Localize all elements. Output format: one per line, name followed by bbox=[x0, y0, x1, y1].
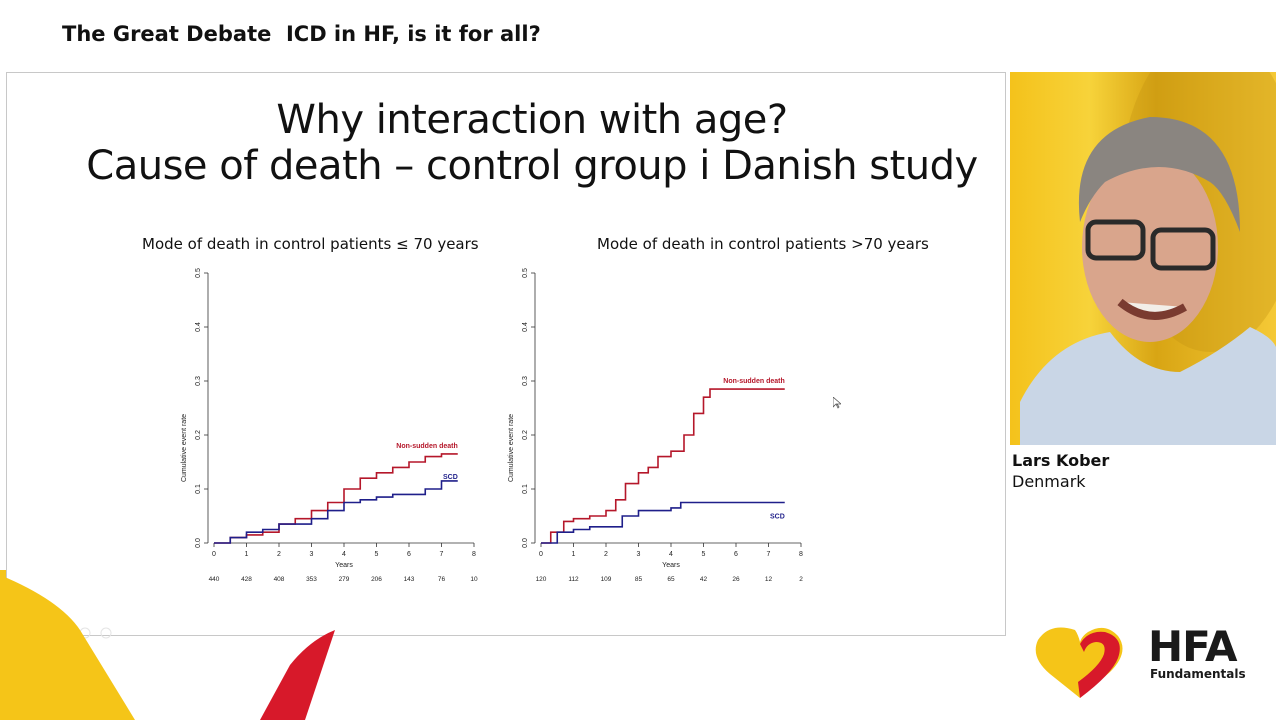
y-tick-label: 0.4 bbox=[522, 322, 529, 332]
speaker-name: Lars Kober bbox=[1012, 451, 1110, 470]
x-tick-label: 8 bbox=[799, 551, 803, 558]
x-tick-label: 8 bbox=[472, 551, 476, 558]
at-risk-count: 279 bbox=[339, 576, 350, 583]
at-risk-count: 10 bbox=[470, 576, 478, 583]
mouse-pointer-icon bbox=[833, 397, 841, 409]
y-tick-label: 0.1 bbox=[522, 484, 529, 494]
y-tick-label: 0.5 bbox=[195, 268, 202, 278]
at-risk-count: 12 bbox=[765, 576, 773, 583]
hfa-logo-subtitle: Fundamentals bbox=[1150, 667, 1246, 681]
x-tick-label: 2 bbox=[604, 551, 608, 558]
at-risk-count: 206 bbox=[371, 576, 382, 583]
session-title: The Great Debate ICD in HF, is it for al… bbox=[62, 22, 541, 46]
y-tick-label: 0.5 bbox=[522, 268, 529, 278]
at-risk-count: 120 bbox=[536, 576, 547, 583]
chart-title-right: Mode of death in control patients >70 ye… bbox=[597, 235, 929, 253]
y-tick-label: 0.0 bbox=[522, 538, 529, 548]
at-risk-count: 143 bbox=[404, 576, 415, 583]
at-risk-count: 85 bbox=[635, 576, 643, 583]
series-line-scd bbox=[541, 501, 785, 544]
y-tick-label: 0.2 bbox=[522, 430, 529, 440]
x-tick-label: 7 bbox=[767, 551, 771, 558]
x-tick-label: 0 bbox=[212, 551, 216, 558]
more-icon[interactable] bbox=[100, 627, 112, 639]
series-label: Non-sudden death bbox=[723, 378, 784, 385]
series-label: Non-sudden death bbox=[396, 443, 457, 450]
hfa-logo-text: HFA bbox=[1148, 622, 1238, 671]
y-tick-label: 0.2 bbox=[195, 430, 202, 440]
at-risk-count: 65 bbox=[667, 576, 675, 583]
y-tick-label: 0.4 bbox=[195, 322, 202, 332]
x-tick-label: 4 bbox=[669, 551, 673, 558]
at-risk-count: 353 bbox=[306, 576, 317, 583]
x-tick-label: 3 bbox=[310, 551, 314, 558]
at-risk-count: 408 bbox=[274, 576, 285, 583]
x-tick-label: 3 bbox=[637, 551, 641, 558]
x-axis-label: Years bbox=[662, 562, 680, 569]
at-risk-count: 109 bbox=[601, 576, 612, 583]
x-tick-label: 0 bbox=[539, 551, 543, 558]
x-tick-label: 1 bbox=[245, 551, 249, 558]
y-tick-label: 0.1 bbox=[195, 484, 202, 494]
slide-title-line1: Why interaction with age? bbox=[276, 97, 788, 143]
at-risk-count: 76 bbox=[438, 576, 446, 583]
x-tick-label: 5 bbox=[375, 551, 379, 558]
series-line-scd bbox=[214, 480, 458, 544]
at-risk-count: 440 bbox=[209, 576, 220, 583]
x-tick-label: 2 bbox=[277, 551, 281, 558]
at-risk-count: 42 bbox=[700, 576, 708, 583]
y-tick-label: 0.0 bbox=[195, 538, 202, 548]
presentation-slide: Why interaction with age? Cause of death… bbox=[6, 72, 1006, 636]
at-risk-count: 26 bbox=[732, 576, 740, 583]
at-risk-count: 112 bbox=[568, 576, 579, 583]
y-tick-label: 0.3 bbox=[195, 376, 202, 386]
series-label: SCD bbox=[443, 474, 458, 481]
x-tick-label: 6 bbox=[734, 551, 738, 558]
series-line-non-sudden-death bbox=[214, 453, 458, 544]
x-tick-label: 1 bbox=[572, 551, 576, 558]
y-axis-label: Cumulative event rate bbox=[181, 414, 188, 482]
y-tick-label: 0.3 bbox=[522, 376, 529, 386]
hfa-logo-heart-icon bbox=[1035, 627, 1123, 698]
x-tick-label: 5 bbox=[702, 551, 706, 558]
x-axis-label: Years bbox=[335, 562, 353, 569]
speaker-video bbox=[1010, 72, 1276, 445]
series-line-non-sudden-death bbox=[541, 388, 785, 544]
series-label: SCD bbox=[770, 514, 785, 521]
chart-title-left: Mode of death in control patients ≤ 70 y… bbox=[142, 235, 479, 253]
x-tick-label: 6 bbox=[407, 551, 411, 558]
speaker-country: Denmark bbox=[1012, 472, 1086, 491]
at-risk-count: 428 bbox=[241, 576, 252, 583]
at-risk-count: 2 bbox=[799, 576, 803, 583]
y-axis-label: Cumulative event rate bbox=[508, 414, 515, 482]
chart-panel-0: 0 1 2 3 4 5 6 7 8 0.0 0.1 0.2 0.3 0.4 0.5 Cumulative ev… bbox=[181, 268, 478, 583]
x-tick-label: 4 bbox=[342, 551, 346, 558]
x-tick-label: 7 bbox=[440, 551, 444, 558]
decorative-swoosh bbox=[0, 570, 335, 720]
slide-title-line2: Cause of death – control group i Danish … bbox=[86, 143, 978, 189]
